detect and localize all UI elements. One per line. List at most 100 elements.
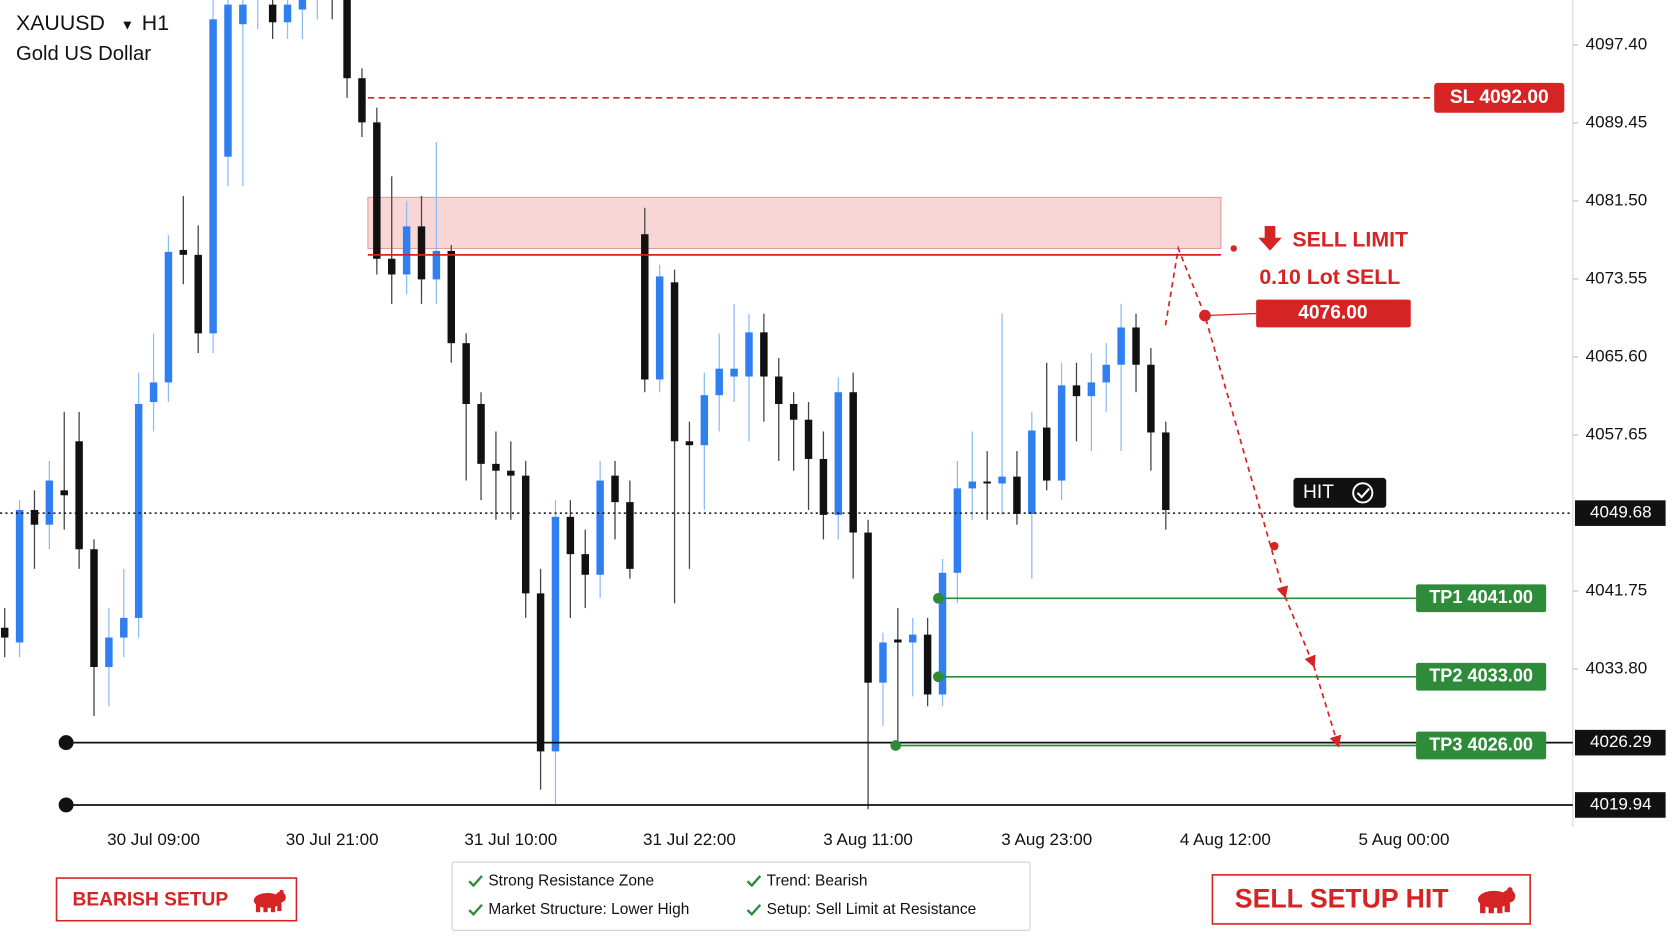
y-tick-label: 4065.60 bbox=[1586, 346, 1648, 365]
x-tick-label: 5 Aug 00:00 bbox=[1358, 830, 1449, 849]
candle-body bbox=[745, 332, 753, 377]
bearish-badge: BEARISH SETUP bbox=[55, 877, 298, 922]
candle-body bbox=[283, 4, 292, 23]
candle-body bbox=[0, 627, 9, 638]
candle-body bbox=[298, 0, 307, 10]
y-tick-label: 4057.65 bbox=[1586, 424, 1648, 443]
tp-box bbox=[1416, 584, 1547, 613]
candle-body bbox=[834, 392, 843, 515]
check-item: Strong Resistance Zone bbox=[488, 872, 654, 889]
plot-area bbox=[0, 0, 1222, 810]
candle-body bbox=[239, 4, 247, 25]
sell-arrow-icon bbox=[1258, 226, 1282, 251]
candle-body bbox=[477, 404, 485, 464]
candle-body bbox=[417, 226, 426, 280]
check-item: Market Structure: Lower High bbox=[488, 901, 689, 918]
tp-box bbox=[1416, 731, 1547, 760]
entry-connector bbox=[1204, 312, 1257, 317]
candle-body bbox=[730, 368, 738, 377]
candle-body bbox=[1013, 476, 1021, 514]
y-tick-label: 4033.80 bbox=[1586, 658, 1648, 677]
x-tick-label: 3 Aug 11:00 bbox=[823, 830, 913, 849]
entry-dot bbox=[1230, 245, 1237, 252]
candle-body bbox=[268, 4, 277, 23]
check-item: Trend: Bearish bbox=[767, 872, 868, 889]
candle-body bbox=[15, 509, 24, 643]
candle-body bbox=[626, 502, 634, 569]
candle-body bbox=[923, 634, 932, 695]
candle-body bbox=[760, 332, 768, 377]
candle-body bbox=[566, 516, 575, 555]
sell-limit-lots: 0.10 Lot SELL bbox=[1259, 265, 1400, 289]
projection-path bbox=[1164, 245, 1289, 599]
hit-check bbox=[1356, 487, 1370, 499]
subtitle: Gold US Dollar bbox=[16, 43, 151, 65]
check-icon bbox=[468, 903, 483, 917]
x-tick-label: 30 Jul 21:00 bbox=[286, 830, 379, 849]
candle-body bbox=[655, 276, 664, 380]
candle-body bbox=[551, 516, 560, 752]
level-label: 4019.94 bbox=[1590, 794, 1652, 813]
x-tick-label: 30 Jul 09:00 bbox=[107, 830, 200, 849]
candle-body bbox=[938, 572, 947, 695]
candle-body bbox=[596, 480, 604, 575]
path-dot bbox=[1269, 541, 1279, 551]
level-label: 4026.29 bbox=[1590, 732, 1652, 751]
candle-body bbox=[1117, 327, 1125, 365]
candle-body bbox=[894, 639, 902, 643]
projection-path bbox=[1312, 665, 1342, 748]
x-tick-label: 3 Aug 23:00 bbox=[1001, 830, 1092, 849]
entry-dot bbox=[1199, 309, 1211, 322]
candle-body bbox=[983, 481, 991, 484]
current-price-box bbox=[1574, 500, 1666, 526]
candle-body bbox=[447, 250, 456, 344]
bear-icon bbox=[253, 889, 286, 913]
candle-body bbox=[134, 404, 143, 618]
y-tick-label: 4041.75 bbox=[1586, 580, 1648, 599]
badge-text: SELL SETUP HIT bbox=[1235, 884, 1449, 914]
candle-body bbox=[209, 19, 217, 334]
timeframe[interactable]: H1 bbox=[142, 11, 169, 35]
candle-body bbox=[387, 258, 396, 275]
candle-body bbox=[432, 250, 441, 280]
projection-path bbox=[1284, 595, 1316, 668]
badge-box bbox=[1211, 874, 1531, 925]
candle-body bbox=[343, 0, 351, 79]
candle-body bbox=[120, 617, 128, 638]
candle-body bbox=[909, 634, 917, 643]
candle-body bbox=[521, 475, 530, 594]
checklist-box bbox=[451, 861, 1031, 931]
x-tick-label: 31 Jul 10:00 bbox=[464, 830, 557, 849]
level-dot bbox=[58, 735, 74, 751]
tp-dot bbox=[933, 671, 944, 683]
candle-body bbox=[1057, 385, 1066, 481]
y-tick-label: 4081.50 bbox=[1586, 190, 1648, 209]
stop-loss-box bbox=[1434, 82, 1565, 113]
dropdown-caret[interactable]: ▼ bbox=[120, 16, 134, 32]
y-tick-label: 4073.55 bbox=[1586, 268, 1648, 287]
y-tick-label: 4097.40 bbox=[1586, 34, 1648, 53]
candle-body bbox=[30, 509, 39, 525]
candle-body bbox=[804, 419, 813, 459]
candle-body bbox=[581, 554, 589, 575]
candle-body bbox=[641, 234, 649, 380]
candle-body bbox=[670, 282, 679, 442]
check-icon bbox=[468, 875, 483, 888]
level-box bbox=[1574, 792, 1666, 818]
candle-body bbox=[1028, 430, 1036, 514]
stop-loss-label: SL 4092.00 bbox=[1450, 87, 1549, 108]
candle-body bbox=[358, 78, 366, 123]
hit-box bbox=[1293, 477, 1387, 508]
candle-body bbox=[819, 458, 828, 515]
candle-body bbox=[536, 593, 545, 752]
candle-body bbox=[164, 251, 173, 383]
tp-label: TP3 4026.00 bbox=[1429, 734, 1533, 754]
level-dot bbox=[58, 797, 74, 813]
candle-body bbox=[90, 549, 98, 667]
candle-body bbox=[105, 637, 113, 667]
current-price-label: 4049.68 bbox=[1590, 503, 1652, 522]
overlay: SL 4092.00 4049.68 4026.29 4019.94 TP1 4041.… bbox=[0, 82, 1666, 818]
candle-body bbox=[1072, 385, 1081, 397]
candle-body bbox=[1042, 427, 1051, 481]
candle-body bbox=[953, 488, 962, 573]
